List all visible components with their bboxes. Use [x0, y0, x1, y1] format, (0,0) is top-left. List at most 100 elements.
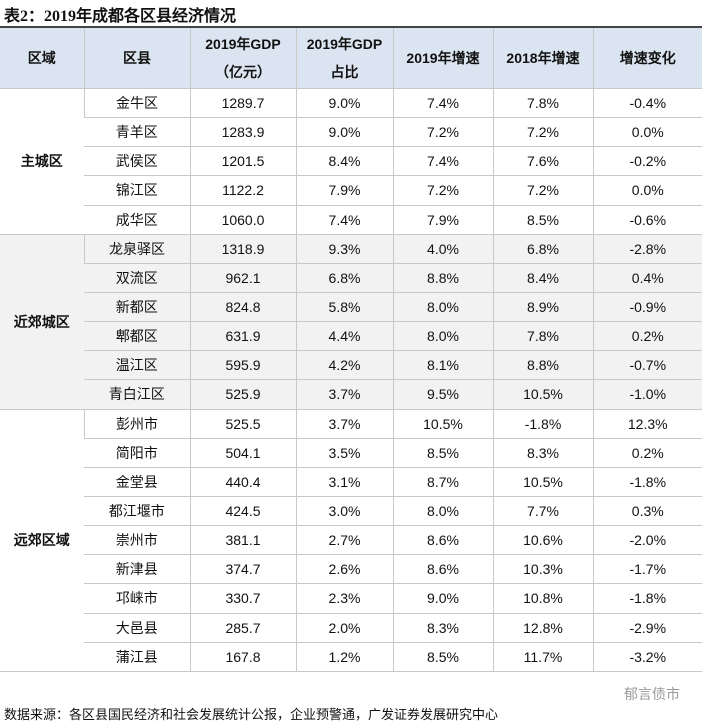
table-row: 青羊区 1283.9 9.0% 7.2% 7.2% 0.0%	[0, 117, 702, 148]
value-cell: 10.3%	[492, 554, 593, 585]
value-cell: 525.5	[189, 409, 296, 439]
value-cell: 8.0%	[392, 496, 493, 527]
value-cell: 0.0%	[592, 117, 702, 148]
value-cell: 8.8%	[492, 350, 593, 381]
value-cell: 10.8%	[492, 583, 593, 614]
value-cell: 285.7	[189, 613, 296, 643]
value-cell: 0.3%	[592, 496, 702, 527]
value-cell: 2.0%	[295, 613, 393, 643]
value-cell: 374.7	[189, 554, 296, 585]
value-cell: 12.3%	[592, 409, 702, 439]
district-cell: 新都区	[84, 292, 190, 323]
value-cell: 595.9	[189, 350, 296, 381]
table-row: 邛崃市 330.7 2.3% 9.0% 10.8% -1.8%	[0, 583, 702, 614]
value-cell: 8.1%	[392, 350, 493, 381]
watermark: 郁言债市	[624, 686, 680, 702]
table-row: 简阳市 504.1 3.5% 8.5% 8.3% 0.2%	[0, 438, 702, 468]
value-cell: 7.4%	[392, 146, 493, 177]
value-cell: 10.6%	[492, 525, 593, 556]
table-row: 近郊城区 龙泉驿区 1318.9 9.3% 4.0% 6.8% -2.8%	[0, 234, 702, 410]
table-row: 主城区 金牛区 1289.7 9.0% 7.4% 7.8% -0.4%	[0, 88, 702, 235]
value-cell: -2.9%	[592, 613, 702, 643]
group-cell: 远郊区域	[0, 409, 84, 672]
value-cell: 962.1	[189, 263, 296, 293]
district-cell: 温江区	[84, 350, 190, 381]
value-cell: -0.6%	[592, 205, 702, 235]
district-cell: 武侯区	[84, 146, 190, 177]
header-text: 2018年增速	[506, 50, 580, 66]
value-cell: 10.5%	[492, 467, 593, 497]
district-cell: 邛崃市	[84, 583, 190, 614]
value-cell: 9.0%	[295, 88, 393, 119]
value-cell: -2.8%	[592, 234, 702, 264]
value-cell: 7.9%	[392, 205, 493, 235]
value-cell: -1.7%	[592, 554, 702, 585]
value-cell: 381.1	[189, 525, 296, 556]
value-cell: 1318.9	[189, 234, 296, 264]
value-cell: 1289.7	[189, 88, 296, 119]
district-cell: 都江堰市	[84, 496, 190, 527]
value-cell: 4.4%	[295, 321, 393, 352]
district-cell: 彭州市	[83, 409, 190, 439]
value-cell: 9.0%	[295, 117, 393, 148]
header-text: 2019年增速	[406, 50, 480, 66]
value-cell: 8.0%	[392, 321, 493, 352]
header-cell: 增速变化	[592, 26, 702, 89]
district-cell: 新津县	[84, 554, 190, 585]
district-cell: 崇州市	[84, 525, 190, 556]
header-row: 区域 区县 2019年GDP （亿元） 2019年GDP 占比 2019年增速 2018年增速…	[0, 26, 702, 89]
value-cell: 10.5%	[392, 409, 493, 439]
value-cell: -1.0%	[592, 379, 702, 410]
value-cell: -1.8%	[492, 409, 593, 439]
table-row: 郫都区 631.9 4.4% 8.0% 7.8% 0.2%	[0, 321, 702, 352]
value-cell: 440.4	[189, 467, 296, 497]
value-cell: 5.8%	[295, 292, 393, 323]
value-cell: -0.9%	[592, 292, 702, 323]
table-row: 温江区 595.9 4.2% 8.1% 8.8% -0.7%	[0, 350, 702, 381]
district-cell: 青羊区	[84, 117, 190, 148]
value-cell: 0.2%	[592, 438, 702, 468]
district-cell: 蒲江县	[84, 642, 190, 672]
value-cell: 0.0%	[592, 175, 702, 206]
group-cell: 近郊城区	[0, 234, 84, 410]
value-cell: -0.4%	[592, 88, 702, 119]
table-row: 大邑县 285.7 2.0% 8.3% 12.8% -2.9%	[0, 613, 702, 643]
value-cell: 1201.5	[189, 146, 296, 177]
table: 区域 区县 2019年GDP （亿元） 2019年GDP 占比 2019年增速 2018年增速…	[0, 26, 702, 672]
header-cell: 2019年增速	[392, 26, 493, 89]
district-cell: 金堂县	[84, 467, 190, 497]
header-text: 区县	[123, 50, 151, 66]
group-cell: 主城区	[0, 88, 84, 235]
table-row: 蒲江县 167.8 1.2% 8.5% 11.7% -3.2%	[0, 642, 702, 672]
value-cell: 3.5%	[295, 438, 393, 468]
value-cell: 3.7%	[295, 409, 393, 439]
value-cell: 7.4%	[392, 88, 493, 119]
table-row: 成华区 1060.0 7.4% 7.9% 8.5% -0.6%	[0, 205, 702, 235]
header-text: 占比	[330, 64, 359, 80]
header-text: 区域	[27, 50, 56, 66]
value-cell: 7.9%	[295, 175, 393, 206]
value-cell: 330.7	[189, 583, 296, 614]
value-cell: 10.5%	[492, 379, 593, 410]
value-cell: 9.5%	[392, 379, 493, 410]
value-cell: 7.6%	[492, 146, 593, 177]
value-cell: 631.9	[189, 321, 296, 352]
value-cell: 0.4%	[592, 263, 702, 293]
district-cell: 金牛区	[83, 88, 190, 119]
district-cell: 大邑县	[84, 613, 190, 643]
district-cell: 青白江区	[84, 379, 190, 410]
value-cell: 8.7%	[392, 467, 493, 497]
value-cell: -2.0%	[592, 525, 702, 556]
header-text: 2019年GDP	[306, 36, 383, 52]
table-row: 新都区 824.8 5.8% 8.0% 8.9% -0.9%	[0, 292, 702, 323]
table-row: 武侯区 1201.5 8.4% 7.4% 7.6% -0.2%	[0, 146, 702, 177]
value-cell: 2.3%	[295, 583, 393, 614]
value-cell: 7.2%	[392, 175, 493, 206]
value-cell: 3.7%	[295, 379, 393, 410]
header-cell: 2019年GDP 占比	[295, 26, 393, 89]
table-row: 金堂县 440.4 3.1% 8.7% 10.5% -1.8%	[0, 467, 702, 497]
district-cell: 锦江区	[84, 175, 190, 206]
value-cell: -3.2%	[592, 642, 702, 672]
value-cell: 8.0%	[392, 292, 493, 323]
